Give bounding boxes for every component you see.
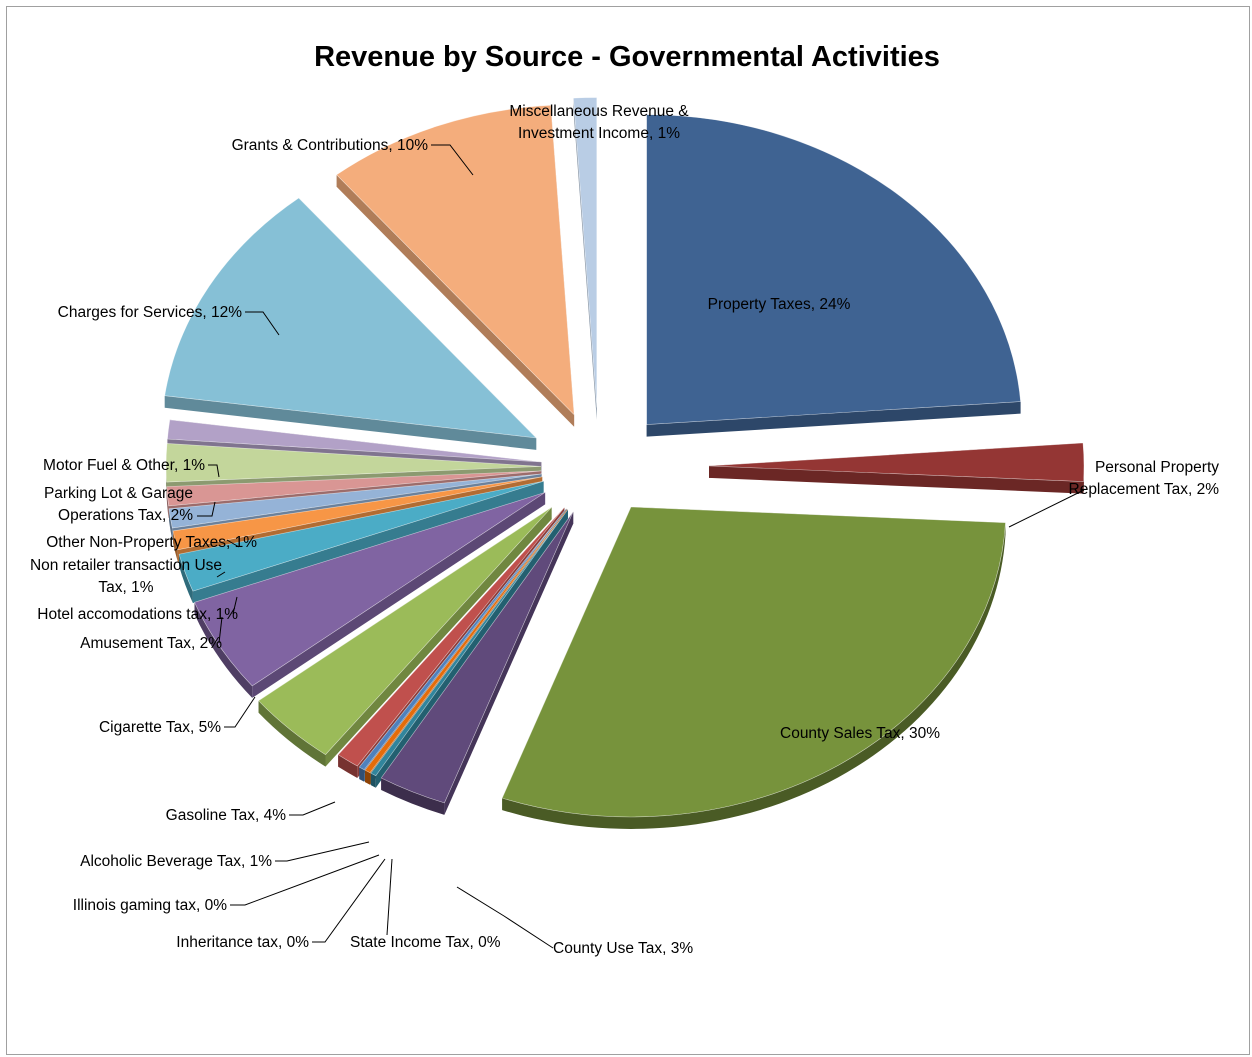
data-label-personal-property-replacement-tax: Personal Property Replacement Tax, 2% bbox=[1069, 459, 1220, 498]
data-label-cigarette-tax: Cigarette Tax, 5% bbox=[99, 719, 221, 736]
pie-slice-county-sales-tax bbox=[501, 506, 1006, 829]
data-label-charges-for-services: Charges for Services, 12% bbox=[58, 304, 243, 321]
data-label-parking-lot-garage-operations-tax: Parking Lot & Garage Operations Tax, 2% bbox=[44, 485, 193, 524]
pie-slice-county-use-tax bbox=[380, 511, 574, 815]
leader-line-cigarette-tax bbox=[224, 696, 256, 728]
data-label-property-taxes: Property Taxes, 24% bbox=[708, 296, 851, 313]
data-label-grants-contributions: Grants & Contributions, 10% bbox=[232, 137, 429, 154]
data-label-other-non-property-taxes: Other Non-Property Taxes, 1% bbox=[46, 534, 257, 551]
pie-slice-property-taxes bbox=[646, 114, 1021, 437]
leader-line-charges-for-services bbox=[245, 311, 280, 336]
leader-line-parking-lot-garage-operations-tax bbox=[197, 501, 216, 517]
data-label-county-sales-tax: County Sales Tax, 30% bbox=[780, 725, 940, 742]
data-label-county-use-tax: County Use Tax, 3% bbox=[553, 940, 693, 957]
pie-slices bbox=[164, 97, 1085, 829]
leader-line-non-retailer-transaction-use-tax bbox=[216, 571, 226, 578]
data-labels: Property Taxes, 24% Personal Property Repl… bbox=[30, 103, 1219, 957]
leader-line-personal-property-replacement-tax bbox=[1008, 489, 1085, 528]
pie-slice-charges-for-services bbox=[164, 197, 538, 450]
data-label-miscellaneous-revenue-investment-income: Miscellaneous Revenue & Investment Income… bbox=[509, 103, 689, 142]
chart-area: Revenue by Source - Governmental Activit… bbox=[6, 6, 1250, 1055]
label-leader-lines bbox=[197, 144, 1085, 949]
leader-line-inheritance-tax bbox=[312, 858, 386, 943]
data-label-gasoline-tax: Gasoline Tax, 4% bbox=[166, 807, 287, 824]
leader-line-gasoline-tax bbox=[289, 801, 336, 816]
data-label-inheritance-tax: Inheritance tax, 0% bbox=[176, 934, 309, 951]
data-label-alcoholic-beverage-tax: Alcoholic Beverage Tax, 1% bbox=[80, 853, 272, 870]
leader-line-alcoholic-beverage-tax bbox=[275, 841, 370, 862]
pie-slice-amusement-tax bbox=[178, 480, 544, 604]
pie-slice-cigarette-tax bbox=[194, 492, 546, 698]
leader-line-illinois-gaming-tax bbox=[230, 854, 380, 906]
leader-line-motor-fuel-other bbox=[208, 464, 220, 478]
pie-slice-state-income-tax bbox=[370, 509, 569, 788]
data-label-state-income-tax: State Income Tax, 0% bbox=[350, 934, 501, 951]
pie-slice-miscellaneous-revenue-investment-income bbox=[573, 97, 598, 420]
pie-slice-gasoline-tax bbox=[258, 507, 552, 767]
leader-line-county-use-tax bbox=[456, 886, 554, 949]
leader-line-grants-contributions bbox=[431, 144, 474, 176]
leader-line-hotel-accomodations-tax bbox=[232, 596, 238, 615]
pie-slice-personal-property-replacement-tax bbox=[708, 442, 1085, 494]
data-label-hotel-accomodations-tax: Hotel accomodations tax, 1% bbox=[37, 606, 238, 623]
pie-slice-grants-contributions bbox=[336, 104, 575, 427]
leader-line-amusement-tax bbox=[218, 616, 223, 644]
data-label-illinois-gaming-tax: Illinois gaming tax, 0% bbox=[73, 897, 227, 914]
pie-chart: Revenue by Source - Governmental Activit… bbox=[30, 41, 1219, 957]
data-label-motor-fuel-other: Motor Fuel & Other, 1% bbox=[43, 457, 205, 474]
data-label-non-retailer-transaction-use-tax: Non retailer transaction Use Tax, 1% bbox=[30, 557, 222, 596]
data-label-amusement-tax: Amusement Tax, 2% bbox=[80, 635, 222, 652]
chart-title: Revenue by Source - Governmental Activit… bbox=[314, 41, 940, 73]
leader-line-other-non-property-taxes bbox=[226, 539, 240, 548]
leader-line-state-income-tax bbox=[386, 858, 393, 936]
